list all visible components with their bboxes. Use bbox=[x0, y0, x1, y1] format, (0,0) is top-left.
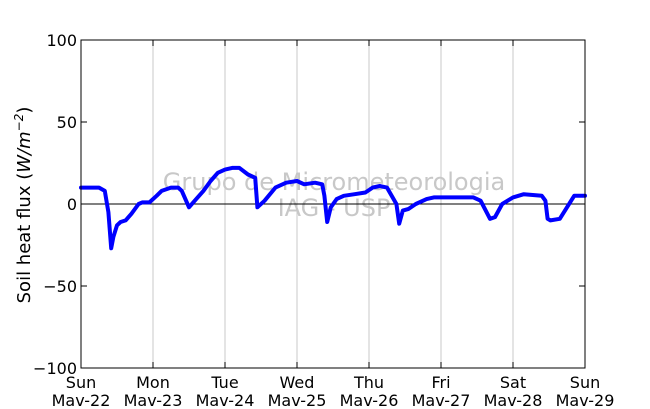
y-axis-label-text: Soil heat flux ( bbox=[14, 173, 35, 304]
x-tick-day: Sun bbox=[570, 373, 600, 392]
x-tick-date: Mav-24 bbox=[196, 391, 255, 409]
x-axis: SunMav-22MonMav-23TueMav-24WedMav-25ThuM… bbox=[52, 40, 615, 409]
y-tick-label: 0 bbox=[67, 195, 77, 214]
x-tick-day: Fri bbox=[431, 373, 450, 392]
x-tick-day: Sun bbox=[66, 373, 96, 392]
x-tick-date: Mav-23 bbox=[124, 391, 183, 409]
x-tick-date: Mav-22 bbox=[52, 391, 111, 409]
x-tick-day: Mon bbox=[136, 373, 170, 392]
x-tick-date: Mav-28 bbox=[484, 391, 543, 409]
x-tick-day: Sat bbox=[500, 373, 526, 392]
y-axis-label-close: ) bbox=[14, 107, 35, 114]
y-tick-label: 100 bbox=[46, 31, 77, 50]
x-tick-day: Wed bbox=[280, 373, 315, 392]
y-axis-label-exponent: −2 bbox=[12, 114, 26, 132]
x-tick-date: Mav-29 bbox=[556, 391, 615, 409]
series-line bbox=[79, 165, 587, 251]
y-axis: 100 50 0 −50 −100 bbox=[33, 31, 585, 378]
y-tick-label: −100 bbox=[33, 359, 77, 378]
x-tick-date: Mav-25 bbox=[268, 391, 327, 409]
x-tick-day: Tue bbox=[210, 373, 238, 392]
series-group bbox=[79, 165, 587, 251]
x-tick-day: Thu bbox=[353, 373, 384, 392]
y-axis-label-unit: W/m bbox=[14, 131, 35, 172]
watermark-line-2: IAG - USP bbox=[278, 194, 391, 222]
y-tick-label: 50 bbox=[57, 113, 77, 132]
y-axis-label: Soil heat flux (W/m−2) bbox=[12, 107, 35, 304]
x-tick-date: Mav-27 bbox=[412, 391, 471, 409]
y-tick-label: −50 bbox=[43, 277, 77, 296]
x-tick-date: Mav-26 bbox=[340, 391, 399, 409]
watermark-line-1: Grupo de Micrometeorologia bbox=[163, 168, 505, 196]
